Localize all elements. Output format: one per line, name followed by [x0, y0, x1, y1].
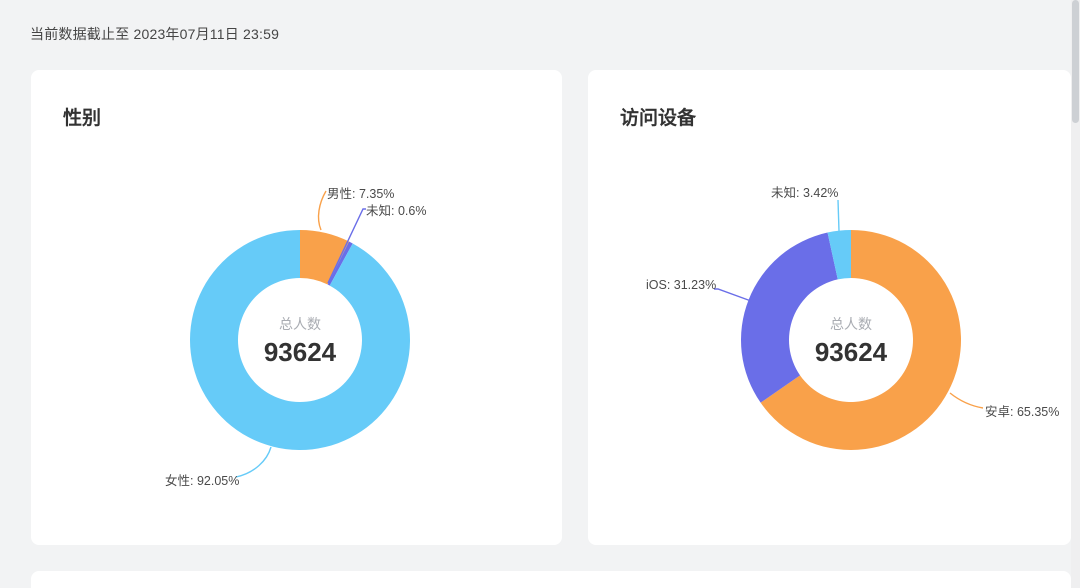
slice-label-android: 安卓: 65.35% — [985, 405, 1060, 419]
donut-slice-female[interactable] — [190, 230, 411, 450]
leader-line-unknown — [327, 208, 366, 284]
leader-line-unknown — [837, 199, 840, 232]
chart-title-device: 访问设备 — [620, 108, 697, 129]
leader-line-android — [949, 392, 984, 409]
scrollbar-thumb[interactable] — [1072, 0, 1079, 123]
slice-label-male: 男性: 7.35% — [327, 187, 395, 201]
donut-slice-android[interactable] — [760, 230, 962, 451]
device-chart-card: 访问设备 总人数 93624 安卓: 65.35% iOS: 31.23% 未知… — [588, 70, 1071, 545]
leader-line-female — [235, 446, 272, 478]
donut-slice-ios[interactable] — [741, 232, 838, 403]
donut-slice-unknown[interactable] — [827, 230, 851, 280]
gender-donut-chart — [190, 190, 411, 478]
gender-chart-card: 性别 总人数 93624 男性: 7.35% 未知: 0.6% 女性: 92.0… — [31, 70, 562, 545]
data-cutoff-notice: 当前数据截止至 2023年07月11日 23:59 — [30, 26, 280, 42]
slice-label-unknown: 未知: 0.6% — [366, 204, 427, 218]
donut-slice-male[interactable] — [300, 230, 350, 285]
leader-line-ios — [714, 288, 752, 302]
donut-slice-unknown[interactable] — [327, 241, 353, 286]
leader-line-male — [317, 190, 327, 231]
chart-title-gender: 性别 — [63, 108, 102, 129]
slice-label-unknown: 未知: 3.42% — [771, 186, 839, 200]
device-donut-chart — [714, 199, 984, 451]
partial-next-card — [31, 571, 1071, 588]
scrollbar-track[interactable] — [1071, 0, 1080, 588]
slice-label-ios: iOS: 31.23% — [646, 278, 717, 292]
slice-label-female: 女性: 92.05% — [165, 474, 240, 488]
